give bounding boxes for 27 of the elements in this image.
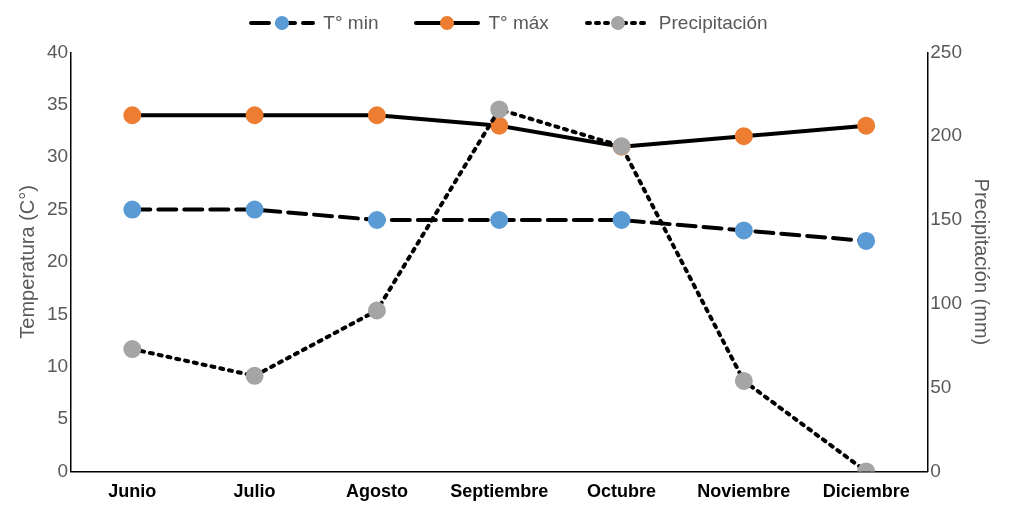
x-tick-label: Junio (108, 481, 157, 502)
y2-tick-label: 150 (930, 208, 962, 230)
y2-axis-title: Precipitación (mm) (971, 178, 994, 346)
x-tick-label: Julio (233, 481, 276, 502)
y-tick-label: 15 (46, 302, 69, 324)
y-tick-label: 0 (57, 459, 69, 481)
y2-tick-label: 200 (930, 124, 962, 146)
legend-label: T° máx (488, 12, 549, 34)
y-tick-label: 40 (46, 40, 69, 62)
y-axis-title: Temperatura (C°) (15, 185, 38, 339)
y2-tick-label: 50 (930, 375, 952, 397)
y-tick-label: 25 (46, 197, 69, 219)
legend-label: T° min (323, 12, 379, 34)
x-tick-label: Septiembre (450, 481, 549, 502)
y2-tick-label: 100 (930, 292, 962, 314)
x-tick-label: Agosto (345, 481, 408, 502)
y-tick-label: 20 (46, 250, 69, 272)
y2-tick-label: 0 (930, 459, 941, 481)
legend-label: Precipitación (658, 12, 768, 34)
y-tick-label: 30 (46, 145, 69, 167)
y-tick-label: 10 (46, 354, 69, 376)
y-tick-label: 5 (57, 407, 69, 429)
x-tick-label: Diciembre (822, 481, 910, 502)
y2-tick-label: 250 (930, 40, 962, 62)
x-tick-label: Noviembre (697, 481, 791, 502)
y-tick-label: 35 (46, 93, 69, 115)
x-tick-label: Octubre (587, 481, 657, 502)
